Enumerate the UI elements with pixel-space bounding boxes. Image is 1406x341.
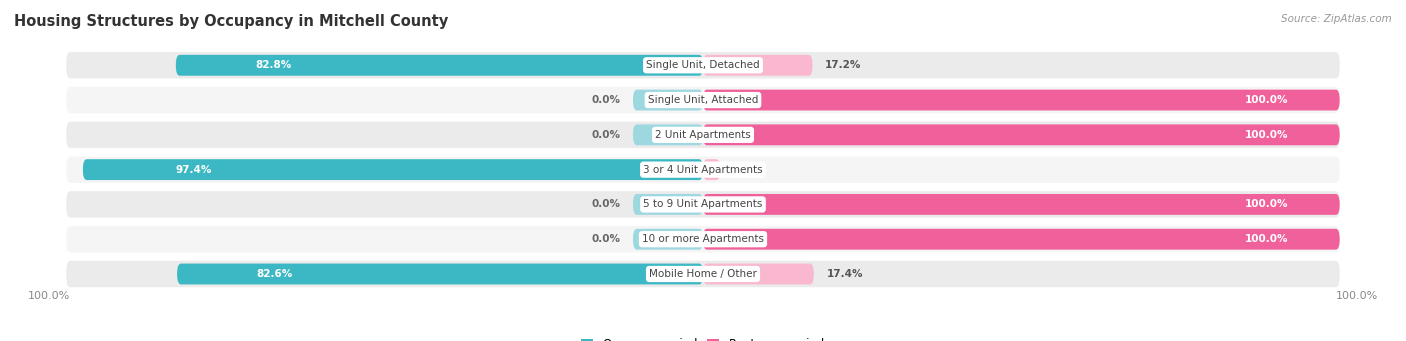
Text: Single Unit, Detached: Single Unit, Detached bbox=[647, 60, 759, 70]
Text: 100.0%: 100.0% bbox=[1246, 130, 1289, 140]
FancyBboxPatch shape bbox=[177, 264, 703, 284]
FancyBboxPatch shape bbox=[703, 194, 1340, 215]
FancyBboxPatch shape bbox=[66, 52, 1340, 78]
Text: 100.0%: 100.0% bbox=[1246, 234, 1289, 244]
FancyBboxPatch shape bbox=[633, 90, 703, 110]
FancyBboxPatch shape bbox=[703, 159, 720, 180]
Text: 82.8%: 82.8% bbox=[254, 60, 291, 70]
Text: 100.0%: 100.0% bbox=[1336, 291, 1378, 300]
Text: Housing Structures by Occupancy in Mitchell County: Housing Structures by Occupancy in Mitch… bbox=[14, 14, 449, 29]
FancyBboxPatch shape bbox=[703, 229, 1340, 250]
Text: Source: ZipAtlas.com: Source: ZipAtlas.com bbox=[1281, 14, 1392, 24]
Text: 0.0%: 0.0% bbox=[592, 130, 620, 140]
Text: 2 Unit Apartments: 2 Unit Apartments bbox=[655, 130, 751, 140]
Text: 82.6%: 82.6% bbox=[256, 269, 292, 279]
Text: 100.0%: 100.0% bbox=[1246, 95, 1289, 105]
FancyBboxPatch shape bbox=[633, 229, 703, 250]
FancyBboxPatch shape bbox=[83, 159, 703, 180]
FancyBboxPatch shape bbox=[703, 124, 1340, 145]
FancyBboxPatch shape bbox=[703, 55, 813, 76]
FancyBboxPatch shape bbox=[66, 157, 1340, 183]
FancyBboxPatch shape bbox=[703, 264, 814, 284]
FancyBboxPatch shape bbox=[633, 194, 703, 215]
FancyBboxPatch shape bbox=[66, 191, 1340, 218]
FancyBboxPatch shape bbox=[176, 55, 703, 76]
FancyBboxPatch shape bbox=[66, 226, 1340, 252]
Text: 0.0%: 0.0% bbox=[592, 95, 620, 105]
Text: 100.0%: 100.0% bbox=[28, 291, 70, 300]
Text: 17.4%: 17.4% bbox=[827, 269, 863, 279]
Text: 17.2%: 17.2% bbox=[825, 60, 862, 70]
Text: Mobile Home / Other: Mobile Home / Other bbox=[650, 269, 756, 279]
FancyBboxPatch shape bbox=[66, 87, 1340, 113]
FancyBboxPatch shape bbox=[66, 261, 1340, 287]
Text: 97.4%: 97.4% bbox=[176, 165, 212, 175]
Text: 100.0%: 100.0% bbox=[1246, 199, 1289, 209]
FancyBboxPatch shape bbox=[66, 122, 1340, 148]
Text: 0.0%: 0.0% bbox=[592, 234, 620, 244]
Text: 5 to 9 Unit Apartments: 5 to 9 Unit Apartments bbox=[644, 199, 762, 209]
Text: 0.0%: 0.0% bbox=[592, 199, 620, 209]
Text: 3 or 4 Unit Apartments: 3 or 4 Unit Apartments bbox=[643, 165, 763, 175]
Text: 10 or more Apartments: 10 or more Apartments bbox=[643, 234, 763, 244]
FancyBboxPatch shape bbox=[703, 90, 1340, 110]
FancyBboxPatch shape bbox=[633, 124, 703, 145]
Text: 2.7%: 2.7% bbox=[733, 165, 762, 175]
Text: Single Unit, Attached: Single Unit, Attached bbox=[648, 95, 758, 105]
Legend: Owner-occupied, Renter-occupied: Owner-occupied, Renter-occupied bbox=[581, 338, 825, 341]
